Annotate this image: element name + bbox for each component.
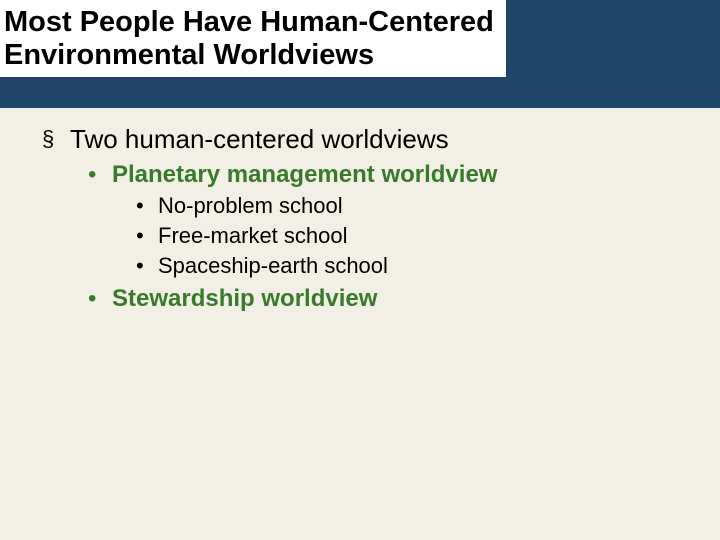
header-band: Most People Have Human-Centered Environm… bbox=[0, 0, 720, 108]
bullet-marker: • bbox=[88, 285, 112, 313]
bullet-text: Stewardship worldview bbox=[112, 285, 377, 313]
bullet-level-1: § Two human-centered worldviews bbox=[42, 124, 692, 155]
title-box: Most People Have Human-Centered Environm… bbox=[0, 0, 506, 80]
bullet-level-2: • Planetary management worldview bbox=[88, 161, 692, 189]
bullet-marker: § bbox=[42, 124, 70, 155]
bullet-level-3: • Spaceship-earth school bbox=[136, 253, 692, 279]
bullet-marker: • bbox=[136, 253, 158, 279]
bullet-level-3: • No-problem school bbox=[136, 193, 692, 219]
bullet-level-2: • Stewardship worldview bbox=[88, 285, 692, 313]
bullet-text: No-problem school bbox=[158, 193, 343, 219]
bullet-marker: • bbox=[136, 223, 158, 249]
bullet-level-3: • Free-market school bbox=[136, 223, 692, 249]
title-line-2: Environmental Worldviews bbox=[4, 39, 374, 71]
bullet-marker: • bbox=[136, 193, 158, 219]
slide-content: § Two human-centered worldviews • Planet… bbox=[0, 108, 720, 313]
slide-title: Most People Have Human-Centered Environm… bbox=[4, 6, 494, 73]
bullet-marker: • bbox=[88, 161, 112, 189]
bullet-text: Planetary management worldview bbox=[112, 161, 497, 189]
title-line-1: Most People Have Human-Centered bbox=[4, 6, 494, 38]
bullet-text: Spaceship-earth school bbox=[158, 253, 388, 279]
bullet-text: Free-market school bbox=[158, 223, 348, 249]
bullet-text: Two human-centered worldviews bbox=[70, 124, 449, 155]
